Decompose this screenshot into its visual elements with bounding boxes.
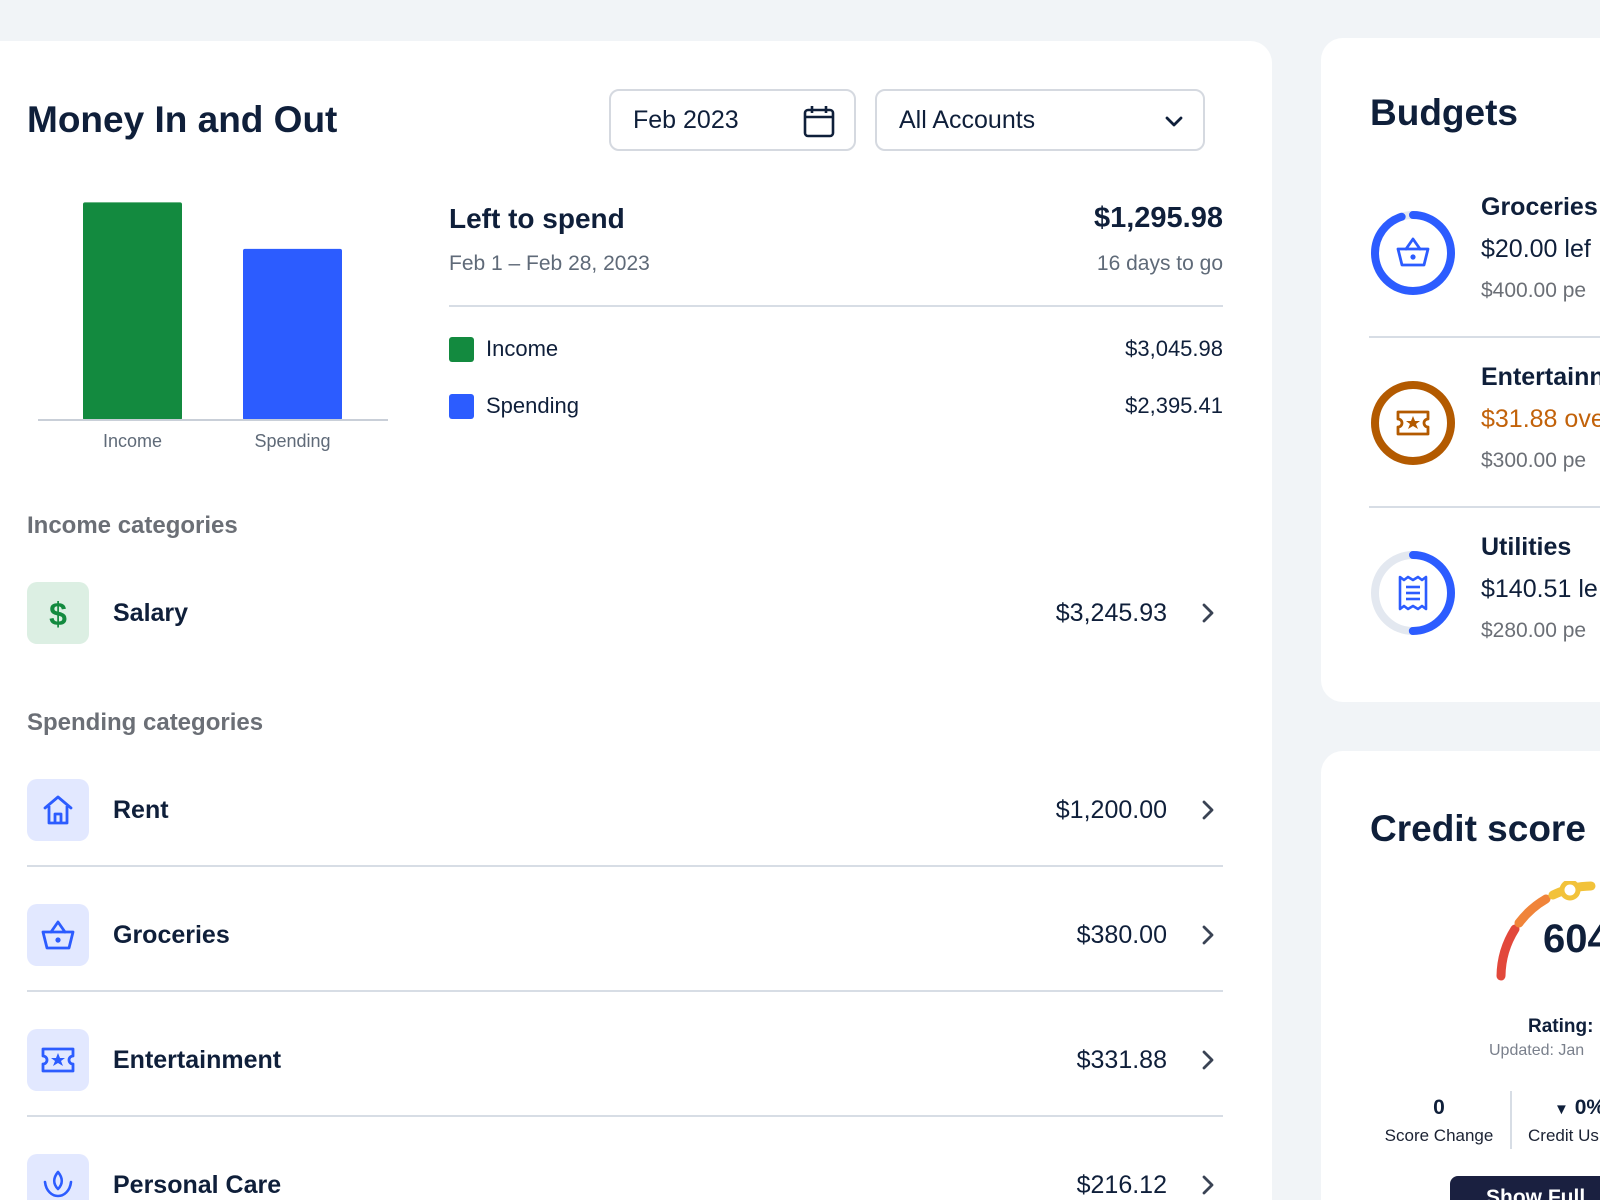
row-divider — [27, 990, 1223, 992]
left-to-spend-amount: $1,295.98 — [1093, 202, 1223, 234]
row-divider — [27, 1115, 1223, 1117]
budget-name: Utilities — [1481, 533, 1572, 561]
category-row-rent[interactable]: Rent $1,200.00 — [27, 779, 1223, 841]
budget-name: Entertainn — [1481, 363, 1600, 391]
category-name: Salary — [113, 598, 189, 627]
month-picker-value: Feb 2023 — [633, 105, 739, 134]
credit-score-value: 604 — [1543, 917, 1600, 961]
bar-label: Income — [103, 431, 162, 451]
income-categories-label: Income categories — [27, 512, 238, 539]
legend-value: $3,045.98 — [1125, 336, 1223, 361]
category-amount: $1,200.00 — [1055, 795, 1167, 824]
credit-stat-score-change: 0 Score Change — [1379, 1096, 1499, 1146]
credit-rating-label: Rating: — [1528, 1016, 1594, 1037]
legend-income: Income $3,045.98 — [449, 334, 1223, 364]
category-row-groceries[interactable]: Groceries $380.00 — [27, 904, 1223, 966]
arrow-down-icon: ▼ — [1554, 1101, 1569, 1118]
budget-status: $140.51 le — [1481, 575, 1598, 603]
receipt-icon — [1396, 574, 1430, 617]
category-name: Personal Care — [113, 1170, 282, 1199]
credit-score-title: Credit score — [1370, 808, 1586, 849]
bar-label: Spending — [254, 431, 330, 451]
stat-label: Credit Us — [1528, 1126, 1599, 1145]
budget-status: $20.00 lef — [1481, 235, 1591, 263]
income-swatch — [449, 336, 474, 362]
chevron-right-icon — [1193, 1174, 1223, 1196]
home-icon — [27, 779, 89, 841]
money-in-out-card: Money In and Out Feb 2023 All Accounts — [0, 41, 1272, 1200]
money-card-title: Money In and Out — [27, 99, 338, 140]
category-amount: $3,245.93 — [1055, 598, 1167, 627]
category-name: Rent — [113, 795, 169, 824]
basket-icon — [27, 904, 89, 966]
income-spending-chart: Income Spending — [38, 202, 388, 451]
summary-divider — [449, 305, 1223, 307]
category-amount: $216.12 — [1076, 1170, 1167, 1199]
account-select[interactable]: All Accounts — [875, 89, 1205, 151]
credit-score-card: Credit score 604 Rating: Updated: Jan 0 … — [1321, 751, 1600, 1200]
chevron-right-icon — [1193, 1049, 1223, 1071]
ticket-icon — [27, 1029, 89, 1091]
category-row-salary[interactable]: $ Salary $3,245.93 — [27, 582, 1223, 644]
svg-text:$: $ — [49, 596, 67, 630]
credit-updated: Updated: Jan — [1489, 1042, 1585, 1059]
dollar-icon: $ — [27, 582, 89, 644]
budget-item-entertainment[interactable]: Entertainn $31.88 ove $300.00 pe — [1369, 363, 1600, 472]
budget-progress-ring — [1371, 211, 1455, 295]
chevron-right-icon — [1193, 799, 1223, 821]
budget-item-groceries[interactable]: Groceries $20.00 lef $400.00 pe — [1369, 193, 1600, 302]
chevron-right-icon — [1193, 924, 1223, 946]
account-select-value: All Accounts — [899, 105, 1036, 134]
chevron-right-icon — [1193, 602, 1223, 624]
legend-value: $2,395.41 — [1125, 393, 1223, 418]
credit-score-gauge — [1496, 881, 1596, 981]
month-picker[interactable]: Feb 2023 — [609, 89, 856, 151]
calendar-icon — [802, 105, 836, 146]
budgets-card: Budgets Groceries $20.00 lef $400.00 pe … — [1321, 38, 1600, 702]
budget-total: $400.00 pe — [1481, 279, 1587, 302]
period-range: Feb 1 – Feb 28, 2023 — [449, 252, 650, 275]
budget-total: $300.00 pe — [1481, 449, 1587, 472]
legend-spending: Spending $2,395.41 — [449, 391, 1223, 421]
row-divider — [27, 865, 1223, 867]
legend-label: Income — [486, 336, 559, 361]
budget-progress-ring — [1371, 551, 1455, 635]
category-row-entertainment[interactable]: Entertainment $331.88 — [27, 1029, 1223, 1091]
category-row-personal-care[interactable]: Personal Care $216.12 — [27, 1154, 1223, 1200]
budget-divider — [1369, 336, 1600, 338]
category-amount: $331.88 — [1076, 1045, 1167, 1074]
left-to-spend-title: Left to spend — [449, 203, 625, 234]
budgets-title: Budgets — [1370, 92, 1518, 133]
category-amount: $380.00 — [1076, 920, 1167, 949]
category-name: Groceries — [113, 920, 230, 949]
stat-value: 0% — [1574, 1096, 1600, 1119]
budget-divider — [1369, 506, 1600, 508]
budget-progress-ring — [1371, 381, 1455, 465]
category-name: Entertainment — [113, 1045, 282, 1074]
basket-icon — [1395, 235, 1431, 274]
legend-label: Spending — [486, 393, 579, 418]
budget-total: $280.00 pe — [1481, 619, 1587, 642]
stat-divider — [1510, 1091, 1512, 1149]
bar-spending — [243, 248, 342, 420]
credit-stat-utilization: ▼ 0% Credit Us — [1528, 1096, 1600, 1146]
ticket-icon — [1395, 408, 1431, 443]
budget-item-utilities[interactable]: Utilities $140.51 le $280.00 pe — [1369, 533, 1600, 642]
budget-status: $31.88 ove — [1481, 405, 1600, 433]
budget-name: Groceries — [1481, 193, 1598, 221]
lotus-icon — [27, 1154, 89, 1200]
days-to-go: 16 days to go — [1096, 252, 1223, 275]
show-full-report-button[interactable]: Show Full — [1450, 1176, 1600, 1200]
bar-income — [83, 202, 182, 420]
chevron-down-icon — [1163, 111, 1185, 140]
spending-categories-label: Spending categories — [27, 709, 264, 736]
spending-swatch — [449, 393, 474, 419]
stat-value: 0 — [1433, 1096, 1445, 1119]
stat-label: Score Change — [1384, 1126, 1494, 1145]
